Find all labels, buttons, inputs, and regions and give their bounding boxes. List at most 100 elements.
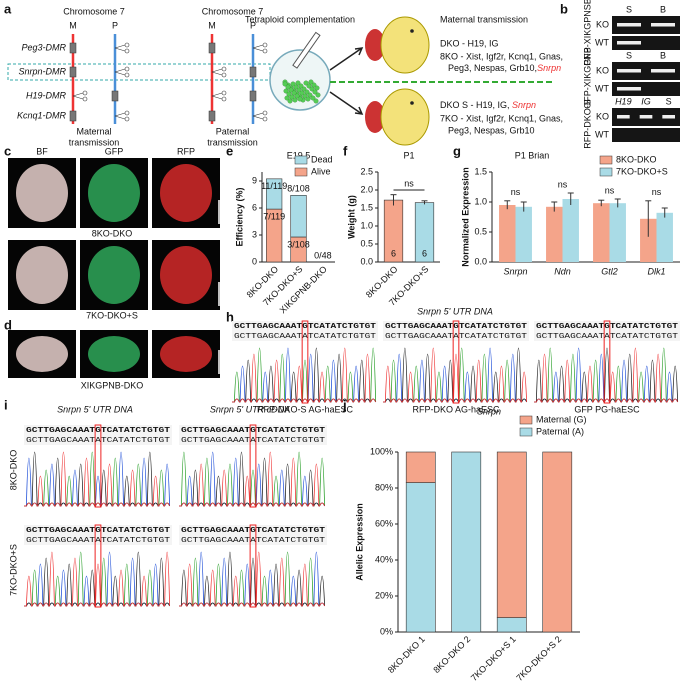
embryo-image xyxy=(160,246,212,304)
cell xyxy=(314,85,320,91)
embryo-image xyxy=(160,336,212,372)
cell xyxy=(291,90,297,96)
label: transmission xyxy=(207,137,258,147)
label: GFP PG-haESC xyxy=(574,404,640,414)
cell xyxy=(301,86,307,92)
y-tick-label: 80% xyxy=(375,482,393,492)
seq-header xyxy=(24,525,172,545)
lollipop xyxy=(114,68,126,73)
seq-header xyxy=(24,425,172,445)
chromatogram-trace xyxy=(179,551,326,607)
y-tick-label: 2.0 xyxy=(360,184,373,194)
cell xyxy=(288,87,294,93)
embryo xyxy=(380,88,430,146)
cell xyxy=(309,86,315,92)
sequence: GCTTGAGCAAATATCATATCTGTGT xyxy=(26,537,170,545)
label: Snrpn xyxy=(512,100,536,110)
label: KO xyxy=(596,65,609,75)
band xyxy=(651,23,675,27)
annotation: ns xyxy=(605,185,615,195)
y-axis-label: Weight (g) xyxy=(346,195,356,239)
sequence: GCTTGAGCAAATGTCATATCTGTGT xyxy=(234,323,376,331)
cell xyxy=(304,89,310,95)
embryo-image xyxy=(88,164,140,222)
arrow xyxy=(329,91,364,115)
label: M xyxy=(208,20,216,30)
seq-header xyxy=(383,321,529,341)
dmr-methylated xyxy=(208,110,216,122)
label: Snrpn xyxy=(537,63,561,73)
legend-swatch xyxy=(599,155,613,165)
label: RFP-DKO-S xyxy=(582,99,592,149)
gel xyxy=(612,128,680,142)
lollipop xyxy=(124,48,130,54)
label: Snrpn-DMR xyxy=(18,66,66,76)
label: 7KO-DKO+S xyxy=(8,544,18,596)
chromatogram-trace xyxy=(179,551,325,607)
snp-box xyxy=(94,524,102,608)
cell xyxy=(315,92,321,98)
y-tick-label: 100% xyxy=(370,446,393,456)
cell xyxy=(285,84,291,90)
sequence: GCTTGAGCAAATATCATATCTGTGT xyxy=(234,333,376,341)
cell xyxy=(284,95,290,101)
legend-label: Maternal (G) xyxy=(536,414,587,424)
label: B xyxy=(660,4,666,14)
bar xyxy=(546,206,563,262)
x-tick-label: Snrpn xyxy=(503,266,527,276)
snp-box xyxy=(249,524,257,608)
lollipop xyxy=(124,116,130,122)
dmr-methylated xyxy=(69,110,77,122)
bar xyxy=(499,205,516,262)
dmr-methylated xyxy=(208,42,216,54)
lollipop xyxy=(262,116,268,122)
band xyxy=(639,115,653,119)
y-tick-label: 0% xyxy=(380,626,393,636)
x-tick-label: 7KO-DKO+S 1 xyxy=(469,634,518,683)
y-tick-label: 0.0 xyxy=(474,256,487,266)
highlight-box xyxy=(7,63,271,81)
chromatogram-trace xyxy=(179,451,325,507)
bar-segment xyxy=(290,195,307,238)
lollipop xyxy=(72,92,84,97)
legend-swatch xyxy=(294,155,308,165)
band xyxy=(617,87,641,91)
chromatogram-trace xyxy=(534,347,679,403)
label: transmission xyxy=(69,137,120,147)
annotation: 6 xyxy=(422,248,427,258)
y-tick-label: 2.5 xyxy=(360,166,373,176)
label: DKO S - H19, IG, Snrpn xyxy=(440,100,536,110)
legend-label: Dead xyxy=(311,154,333,164)
bar xyxy=(562,199,579,262)
label: Peg3, Nespas, Grb10,Snrpn xyxy=(448,63,561,73)
annotation: ns xyxy=(511,187,521,197)
sequence: GCTTGAGCAAATGTCATATCTGTGT xyxy=(181,527,325,535)
annotation: 11/119 xyxy=(261,181,287,191)
label: DKO - H19, IG xyxy=(440,38,499,48)
band xyxy=(651,69,675,73)
x-tick-label: Dlk1 xyxy=(647,266,665,276)
cell xyxy=(303,80,309,86)
y-tick-label: 3 xyxy=(252,229,257,239)
y-tick-label: 1.5 xyxy=(474,166,487,176)
lollipop xyxy=(262,48,268,54)
cell xyxy=(302,93,308,99)
band xyxy=(617,69,641,73)
dmr-methylated xyxy=(249,66,257,78)
lollipop xyxy=(124,110,130,116)
cell xyxy=(313,98,319,104)
y-tick-label: 40% xyxy=(375,554,393,564)
label: 8KO-DKO xyxy=(8,450,18,491)
x-tick-label: 7KO-DKO+S 2 xyxy=(514,634,563,683)
x-tick-label: 8KO-DKO 2 xyxy=(431,634,472,675)
y-tick-label: 1.0 xyxy=(360,220,373,230)
snp-box xyxy=(301,320,309,404)
y-tick-label: 0 xyxy=(252,256,257,266)
dmr-methylated xyxy=(111,90,119,102)
cell xyxy=(286,91,292,97)
y-tick-label: 1.0 xyxy=(474,196,487,206)
eye xyxy=(410,29,414,33)
bar xyxy=(515,206,532,262)
sequence: GCTTGAGCAAATATCATATCTGTGT xyxy=(385,333,527,341)
label: DKO S - H19, IG, xyxy=(440,100,512,110)
